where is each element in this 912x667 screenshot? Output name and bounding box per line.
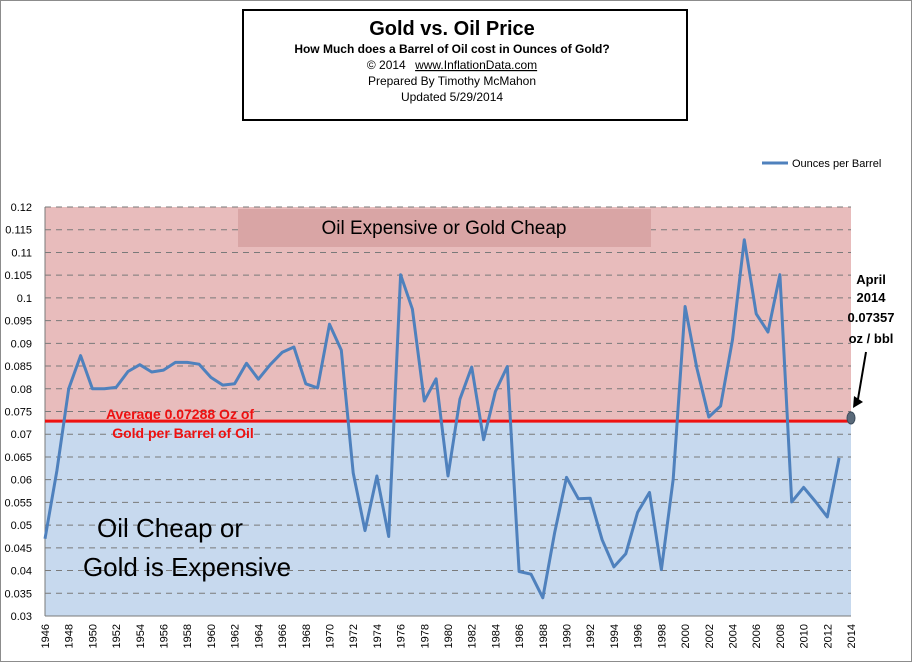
y-tick-label: 0.1 bbox=[17, 293, 32, 305]
x-tick-label: 2002 bbox=[704, 624, 716, 648]
x-tick-label: 1982 bbox=[467, 624, 479, 648]
y-tick-label: 0.08 bbox=[11, 384, 32, 396]
y-tick-label: 0.095 bbox=[4, 316, 32, 328]
y-tick-label: 0.09 bbox=[11, 338, 32, 350]
y-tick-label: 0.085 bbox=[4, 361, 32, 373]
average-label-line1: Average 0.07288 Oz of bbox=[106, 406, 254, 422]
callout-line2: 2014 bbox=[857, 290, 887, 305]
x-tick-label: 1954 bbox=[135, 624, 147, 648]
y-tick-label: 0.05 bbox=[11, 520, 32, 532]
y-tick-label: 0.065 bbox=[4, 452, 32, 464]
y-tick-label: 0.06 bbox=[11, 475, 32, 487]
callout-line1: April bbox=[856, 272, 886, 287]
y-tick-label: 0.115 bbox=[5, 225, 32, 237]
x-axis-ticks: 1946 1948 1950 1952 1954 1956 1958 1960 1962 1964… bbox=[40, 624, 858, 648]
copyright-line: © 2014 www.InflationData.com bbox=[367, 58, 537, 72]
y-tick-label: 0.075 bbox=[4, 407, 32, 419]
callout-line4: oz / bbl bbox=[849, 331, 894, 346]
legend: Ounces per Barrel bbox=[762, 158, 881, 170]
y-tick-label: 0.03 bbox=[11, 611, 32, 623]
y-tick-label: 0.045 bbox=[4, 543, 32, 555]
x-tick-label: 1976 bbox=[396, 624, 408, 648]
y-tick-label: 0.035 bbox=[4, 588, 32, 600]
x-tick-label: 1974 bbox=[372, 624, 384, 648]
x-tick-label: 1968 bbox=[301, 624, 313, 648]
x-tick-label: 2010 bbox=[799, 624, 811, 648]
x-tick-label: 1980 bbox=[443, 624, 455, 648]
x-tick-label: 1986 bbox=[514, 624, 526, 648]
x-tick-label: 1946 bbox=[40, 624, 52, 648]
y-tick-label: 0.04 bbox=[11, 566, 32, 578]
callout-arrow bbox=[857, 351, 867, 400]
callout-point-marker bbox=[846, 411, 856, 425]
x-tick-label: 1978 bbox=[419, 624, 431, 648]
callout: April 2014 0.07357 oz / bbl bbox=[846, 272, 895, 425]
gridlines bbox=[44, 206, 851, 617]
upper-zone-label-box bbox=[238, 209, 651, 247]
y-tick-label: 0.105 bbox=[4, 270, 32, 282]
x-tick-label: 1984 bbox=[490, 624, 502, 648]
x-tick-label: 1996 bbox=[633, 624, 645, 648]
x-tick-label: 1998 bbox=[656, 624, 668, 648]
chart-title: Gold vs. Oil Price bbox=[369, 18, 535, 40]
x-tick-label: 1962 bbox=[230, 624, 242, 648]
x-tick-label: 2004 bbox=[727, 624, 739, 648]
x-tick-label: 1956 bbox=[159, 624, 171, 648]
title-box: Gold vs. Oil Price How Much does a Barre… bbox=[242, 9, 688, 121]
x-tick-label: 1960 bbox=[206, 624, 218, 648]
x-tick-label: 1958 bbox=[182, 624, 194, 648]
legend-label: Ounces per Barrel bbox=[792, 158, 881, 170]
lower-zone-label-line1: Oil Cheap or bbox=[97, 513, 243, 543]
x-tick-label: 1972 bbox=[348, 624, 360, 648]
series-line-ounces-per-barrel bbox=[43, 238, 841, 600]
x-tick-label: 1992 bbox=[585, 624, 597, 648]
x-tick-label: 1994 bbox=[609, 624, 621, 648]
y-axis-ticks: 0.03 0.035 0.04 0.045 0.05 0.055 0.06 0.065 0.07… bbox=[4, 202, 32, 623]
updated-date: Updated 5/29/2014 bbox=[401, 90, 503, 104]
x-tick-label: 2000 bbox=[680, 624, 692, 648]
x-tick-label: 1950 bbox=[87, 624, 99, 648]
prepared-by: Prepared By Timothy McMahon bbox=[368, 74, 536, 88]
callout-arrowhead bbox=[853, 395, 863, 408]
lower-zone-background bbox=[45, 421, 851, 616]
callout-line3: 0.07357 bbox=[848, 310, 895, 325]
average-label-line2: Gold per Barrel of Oil bbox=[112, 425, 254, 441]
copyright-text: © 2014 bbox=[367, 58, 406, 72]
x-tick-label: 1988 bbox=[538, 624, 550, 648]
x-tick-label: 1966 bbox=[277, 624, 289, 648]
upper-zone-label: Oil Expensive or Gold Cheap bbox=[321, 218, 566, 239]
chart-subtitle: How Much does a Barrel of Oil cost in Ou… bbox=[294, 42, 609, 56]
x-tick-label: 1990 bbox=[562, 624, 574, 648]
x-tick-label: 1948 bbox=[64, 624, 76, 648]
lower-zone-label-line2: Gold is Expensive bbox=[83, 552, 291, 582]
y-tick-label: 0.12 bbox=[11, 202, 32, 214]
website-link[interactable]: www.InflationData.com bbox=[414, 58, 537, 72]
x-tick-label: 2008 bbox=[775, 624, 787, 648]
x-tick-label: 2006 bbox=[751, 624, 763, 648]
y-tick-label: 0.11 bbox=[11, 247, 32, 259]
x-tick-label: 1952 bbox=[111, 624, 123, 648]
x-tick-label: 2014 bbox=[846, 624, 858, 648]
x-tick-label: 1970 bbox=[324, 624, 336, 648]
y-tick-label: 0.055 bbox=[4, 497, 32, 509]
x-tick-label: 2012 bbox=[822, 624, 834, 648]
y-tick-label: 0.07 bbox=[11, 429, 32, 441]
x-tick-label: 1964 bbox=[253, 624, 265, 648]
